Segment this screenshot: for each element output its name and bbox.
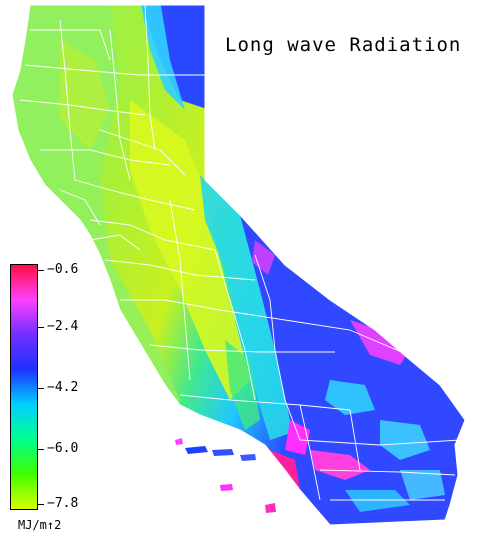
legend-unit-label: MJ/m↑2: [18, 518, 62, 532]
radiation-regions: [12, 5, 465, 525]
state-outline: [11, 4, 466, 526]
map-title: Long wave Radiation: [225, 34, 462, 56]
legend-tick-label: −2.4: [47, 319, 79, 334]
county-boundaries: [19, 4, 461, 501]
legend-tick: [38, 388, 44, 389]
legend-tick-label: −0.6: [47, 262, 79, 277]
color-scale-bar: [10, 264, 38, 510]
legend-tick: [38, 504, 44, 505]
channel-islands: [175, 438, 276, 513]
legend-tick-label: −7.8: [47, 496, 79, 511]
legend-tick: [38, 327, 44, 328]
legend-tick-label: −4.2: [47, 380, 79, 395]
legend-tick-label: −6.0: [47, 441, 79, 456]
legend-tick: [38, 270, 44, 271]
legend-tick: [38, 449, 44, 450]
